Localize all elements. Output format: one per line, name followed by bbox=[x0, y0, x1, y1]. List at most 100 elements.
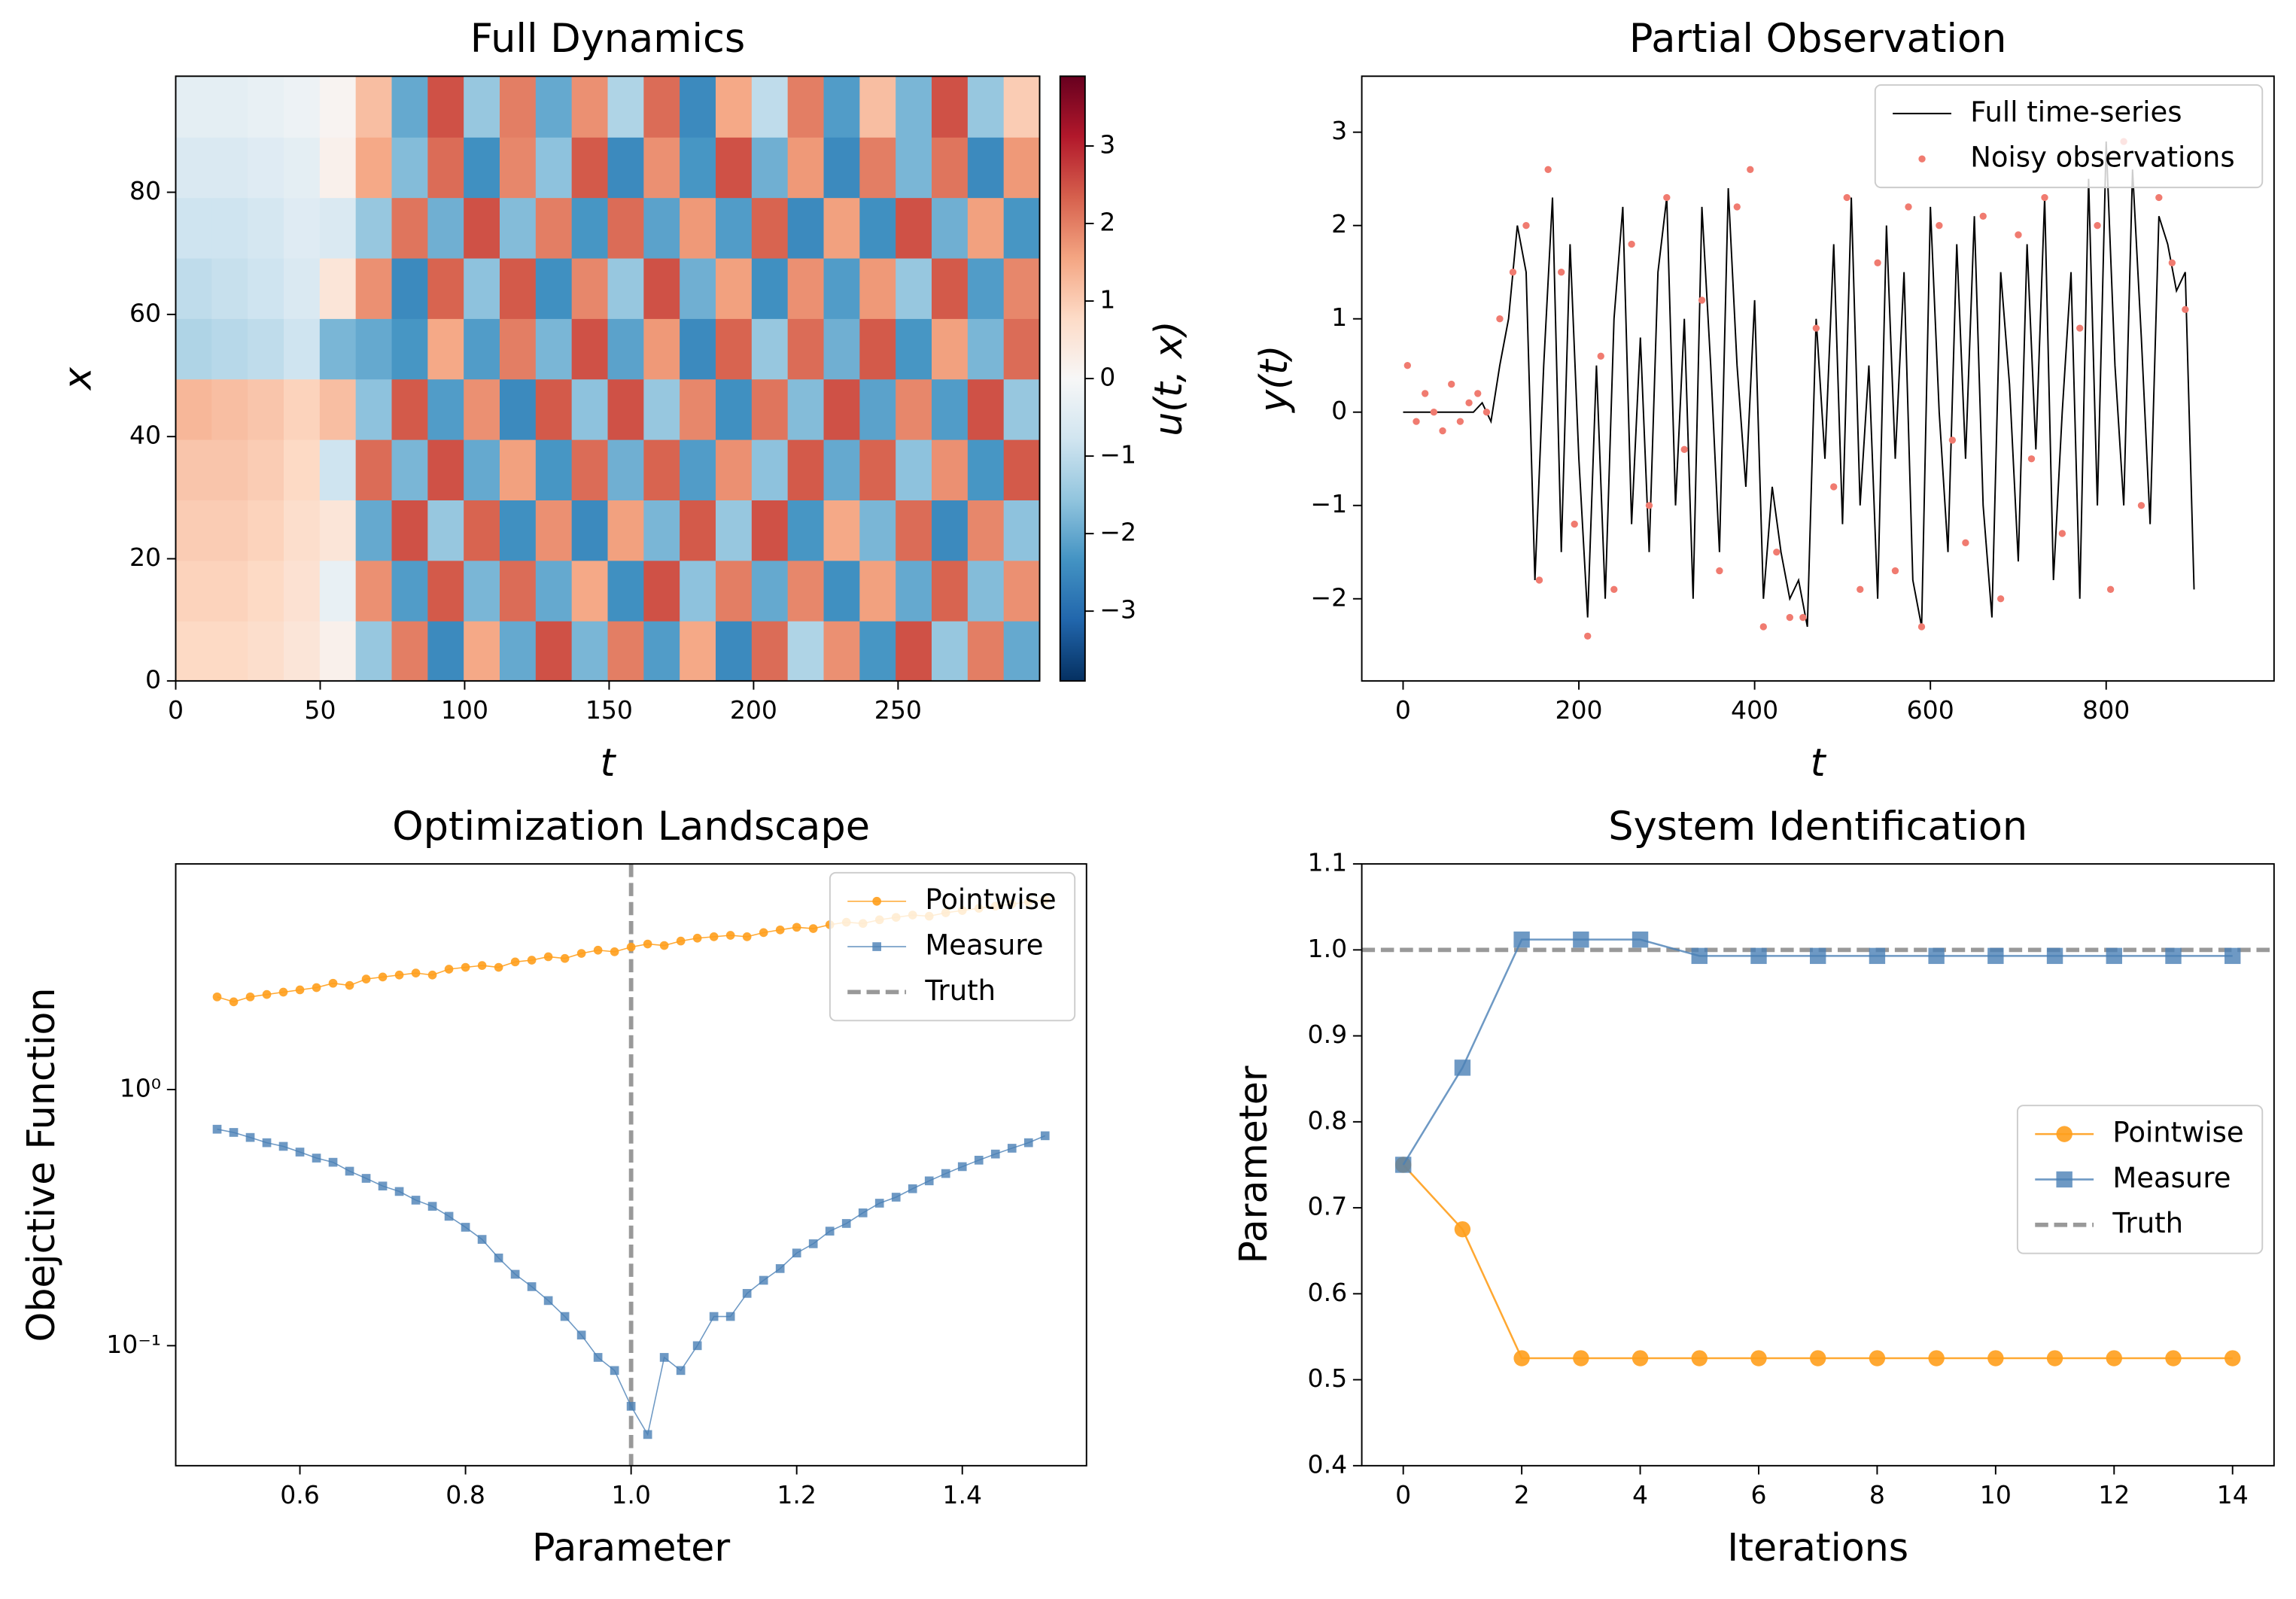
heatmap-cell bbox=[859, 197, 897, 259]
heatmap-cell bbox=[535, 76, 573, 138]
heatmap-cell bbox=[464, 257, 501, 319]
legend-swatch bbox=[872, 942, 881, 951]
legend-swatch bbox=[1918, 155, 1926, 163]
heatmap-cell bbox=[500, 378, 537, 440]
heatmap-cell bbox=[283, 318, 321, 380]
axes-frame bbox=[175, 75, 1041, 682]
x-tick-label: 1.0 bbox=[611, 1480, 651, 1509]
heatmap-cell bbox=[896, 378, 933, 440]
y-axis-label: y(t) bbox=[1251, 345, 1296, 413]
x-tick-label: 12 bbox=[2098, 1480, 2130, 1509]
heatmap-cell bbox=[680, 439, 717, 500]
marker bbox=[328, 978, 338, 988]
heatmap-cell bbox=[175, 197, 213, 259]
marker bbox=[1628, 240, 1635, 248]
heatmap-cell bbox=[1003, 257, 1040, 319]
plot-area bbox=[1403, 138, 2195, 640]
heatmap-cell bbox=[535, 257, 573, 319]
heatmap-cell bbox=[859, 76, 897, 138]
heatmap-cell bbox=[716, 136, 753, 199]
heatmap-cell bbox=[823, 499, 861, 561]
y-tick-label: 1 bbox=[1331, 302, 1347, 332]
marker bbox=[345, 980, 354, 990]
heatmap-cell bbox=[1003, 560, 1040, 622]
heatmap-cell bbox=[283, 197, 321, 259]
heatmap-cell bbox=[787, 378, 825, 440]
marker bbox=[643, 1430, 652, 1439]
marker bbox=[576, 1330, 586, 1340]
chart-title: System Identification bbox=[1608, 804, 2027, 850]
y-tick-label: 3 bbox=[1331, 116, 1347, 145]
marker bbox=[1573, 931, 1589, 948]
x-tick-label: 200 bbox=[1555, 695, 1602, 725]
x-tick-label: 150 bbox=[585, 695, 633, 725]
heatmap-cell bbox=[500, 76, 537, 138]
heatmap-cell bbox=[680, 197, 717, 259]
heatmap-cell bbox=[716, 499, 753, 561]
heatmap-cell bbox=[391, 76, 429, 138]
heatmap-cell bbox=[427, 620, 465, 681]
heatmap-cell bbox=[607, 197, 645, 259]
marker bbox=[245, 992, 255, 1002]
marker bbox=[593, 945, 603, 955]
marker bbox=[1422, 390, 1429, 397]
heatmap-cell bbox=[571, 197, 609, 259]
heatmap-cell bbox=[248, 76, 285, 138]
heatmap-cell bbox=[391, 197, 429, 259]
x-axis-label: t bbox=[1811, 740, 1827, 785]
marker bbox=[229, 1128, 239, 1137]
heatmap-cell bbox=[464, 136, 501, 199]
marker bbox=[1979, 212, 1987, 220]
marker bbox=[212, 992, 222, 1002]
marker bbox=[1948, 436, 1957, 444]
colorbar-tick-label: −1 bbox=[1099, 440, 1136, 470]
y-tick-label: 10⁻¹ bbox=[106, 1330, 161, 1359]
marker bbox=[1874, 259, 1881, 266]
marker bbox=[1430, 409, 1438, 416]
marker bbox=[2046, 1350, 2063, 1366]
marker bbox=[411, 968, 421, 977]
heatmap-cell bbox=[823, 560, 861, 622]
heatmap-cell bbox=[787, 76, 825, 138]
heatmap-cell bbox=[859, 378, 897, 440]
y-axis-label: Obejctive Function bbox=[19, 987, 63, 1342]
heatmap-cell bbox=[680, 499, 717, 561]
heatmap-cell bbox=[787, 197, 825, 259]
marker bbox=[709, 932, 719, 941]
heatmap-cell bbox=[680, 378, 717, 440]
marker bbox=[1413, 418, 1420, 425]
y-tick-label: 0.4 bbox=[1308, 1449, 1348, 1479]
legend-swatch bbox=[872, 896, 881, 906]
heatmap-cell bbox=[896, 76, 933, 138]
marker bbox=[494, 1253, 503, 1263]
colorbar-tick-label: 1 bbox=[1099, 285, 1115, 315]
heatmap-cell bbox=[896, 620, 933, 681]
marker bbox=[1403, 362, 1411, 369]
y-tick-label: 0 bbox=[1331, 396, 1347, 425]
heatmap-cell bbox=[535, 197, 573, 259]
marker bbox=[891, 1193, 901, 1202]
heatmap-cell bbox=[680, 136, 717, 199]
heatmap-cell bbox=[1003, 318, 1040, 380]
heatmap-cell bbox=[607, 499, 645, 561]
heatmap-cell bbox=[896, 560, 933, 622]
heatmap-cell bbox=[571, 499, 609, 561]
legend-label: Measure bbox=[925, 929, 1043, 962]
y-tick-label: 60 bbox=[129, 298, 161, 327]
heatmap-cell bbox=[211, 439, 249, 500]
heatmap-cell bbox=[716, 378, 753, 440]
marker bbox=[1812, 324, 1820, 332]
heatmap-cell bbox=[787, 257, 825, 319]
heatmap-cell bbox=[823, 257, 861, 319]
marker bbox=[461, 1223, 470, 1232]
heatmap-cell bbox=[500, 499, 537, 561]
heatmap-cell bbox=[211, 136, 249, 199]
heatmap-cell bbox=[427, 197, 465, 259]
heatmap-cell bbox=[391, 620, 429, 681]
marker bbox=[1962, 539, 1969, 547]
marker bbox=[444, 1211, 454, 1221]
heatmap-cell bbox=[787, 560, 825, 622]
marker bbox=[676, 936, 686, 946]
marker bbox=[626, 942, 636, 952]
marker bbox=[1773, 549, 1781, 556]
